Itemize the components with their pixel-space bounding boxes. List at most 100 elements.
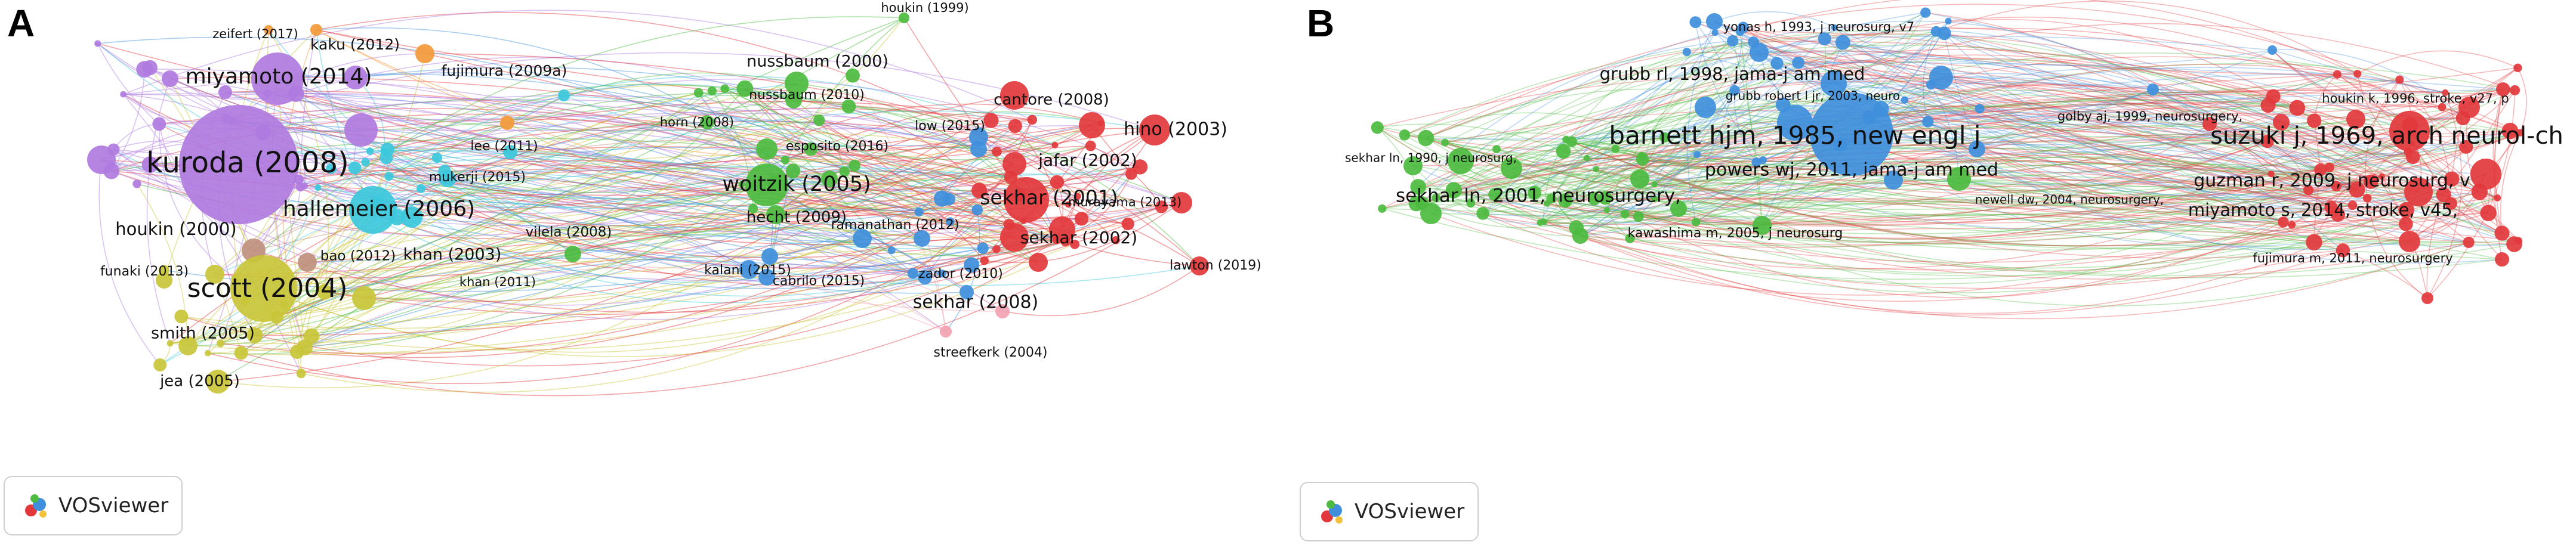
node-purple[interactable] (152, 117, 166, 131)
node-label-khan-2003[interactable]: khan (2003) (403, 246, 502, 264)
node-red[interactable] (2438, 103, 2447, 112)
node-blue[interactable] (971, 204, 983, 216)
node-label-powers-wj-2011-jama-j-am-med[interactable]: powers wj, 2011, jama-j am med (1705, 160, 1998, 181)
node-label-kaku-2012[interactable]: kaku (2012) (310, 36, 400, 53)
node-label-lawton-2019[interactable]: lawton (2019) (1170, 258, 1261, 273)
node-yellow[interactable] (206, 370, 230, 394)
node-green[interactable] (1408, 195, 1425, 212)
node-red[interactable] (1070, 239, 1079, 249)
node-green[interactable] (841, 99, 856, 114)
node-red[interactable] (2363, 174, 2378, 189)
node-yellow[interactable] (174, 309, 189, 324)
node-red[interactable] (2324, 162, 2334, 172)
node-cyan[interactable] (380, 143, 395, 157)
node-cyan[interactable] (558, 89, 570, 101)
node-cyan[interactable] (431, 152, 442, 163)
node-blue[interactable] (1682, 48, 1691, 57)
node-red[interactable] (2288, 221, 2296, 229)
node-green[interactable] (700, 115, 714, 129)
node-red[interactable] (2260, 135, 2274, 148)
node-green[interactable] (736, 80, 754, 97)
node-green[interactable] (766, 205, 785, 224)
node-blue[interactable] (1945, 17, 1952, 24)
node-red[interactable] (1112, 236, 1120, 244)
node-green[interactable] (1630, 169, 1649, 188)
node-purple[interactable] (218, 85, 233, 100)
node-red[interactable] (1027, 114, 1038, 125)
node-yellow[interactable] (234, 346, 248, 360)
node-blue[interactable] (853, 229, 872, 248)
node-blue[interactable] (1831, 24, 1838, 31)
cocitation-network-b[interactable]: yonas h, 1993, j neurosurg, v7 grubb rl, … (1288, 0, 2576, 545)
node-green[interactable] (846, 68, 860, 83)
node-label-funaki-2013[interactable]: funaki (2013) (100, 264, 189, 279)
node-green[interactable] (1670, 200, 1687, 217)
node-yellow[interactable] (153, 358, 167, 371)
node-blue[interactable] (907, 268, 919, 279)
node-red[interactable] (971, 182, 988, 199)
node-yellow[interactable] (316, 284, 332, 300)
node-label-kuroda-2008[interactable]: kuroda (2008) (146, 146, 349, 179)
node-green[interactable] (1651, 181, 1658, 188)
node-red[interactable] (2480, 205, 2497, 221)
node-red[interactable] (1050, 175, 1065, 190)
node-label-ramanathan-2012[interactable]: ramanathan (2012) (831, 218, 959, 233)
node-green[interactable] (564, 246, 581, 262)
node-green[interactable] (1488, 188, 1501, 202)
node-red[interactable] (2389, 111, 2430, 151)
node-cyan[interactable] (503, 145, 517, 159)
node-red[interactable] (2406, 150, 2420, 165)
node-blue[interactable] (1835, 35, 1850, 50)
node-red[interactable] (2459, 140, 2473, 154)
node-red[interactable] (2362, 194, 2372, 203)
node-blue[interactable] (1929, 66, 1953, 89)
node-green[interactable] (1501, 157, 1522, 179)
node-orange[interactable] (500, 116, 514, 130)
node-cyan[interactable] (326, 163, 337, 174)
node-label-kawashima-m-2005-j-neurosurg[interactable]: kawashima m, 2005, j neurosurg (1628, 226, 1843, 241)
node-red[interactable] (1074, 212, 1089, 226)
node-red[interactable] (2278, 216, 2289, 228)
node-yellow[interactable] (166, 340, 174, 347)
node-green[interactable] (1584, 154, 1590, 162)
node-blue[interactable] (1729, 85, 1740, 96)
node-label-fujimura-2009a[interactable]: fujimura (2009a) (442, 62, 567, 79)
node-red[interactable] (1049, 216, 1075, 243)
node-green[interactable] (1651, 196, 1658, 203)
node-red[interactable] (2501, 122, 2519, 140)
node-blue[interactable] (1810, 92, 1893, 176)
node-red[interactable] (2399, 216, 2413, 231)
node-green[interactable] (785, 163, 801, 178)
node-purple[interactable] (136, 61, 153, 78)
node-blue[interactable] (1920, 7, 1931, 18)
node-red[interactable] (2470, 159, 2501, 190)
node-label-sekhar-ln-1990-j-neurosurg[interactable]: sekhar ln, 1990, j neurosurg, (1345, 151, 1517, 165)
node-label-cabrilo-2015[interactable]: cabrilo (2015) (773, 274, 865, 289)
node-purple[interactable] (251, 52, 304, 105)
node-red[interactable] (1121, 217, 1134, 231)
node-green[interactable] (1448, 148, 1474, 174)
node-green[interactable] (1403, 156, 1423, 175)
node-blue[interactable] (1751, 157, 1761, 168)
node-green[interactable] (1432, 193, 1440, 202)
node-blue[interactable] (887, 246, 896, 255)
node-label-zeifert-2017[interactable]: zeifert (2017) (212, 27, 298, 41)
node-purple[interactable] (120, 91, 127, 98)
node-red[interactable] (2331, 181, 2342, 192)
node-red[interactable] (992, 146, 1002, 157)
node-red[interactable] (2347, 200, 2358, 210)
node-label-scott-2004[interactable]: scott (2004) (187, 273, 348, 304)
node-label-mukerji-2015[interactable]: mukerji (2015) (429, 170, 526, 185)
node-orange[interactable] (415, 44, 434, 63)
node-orange[interactable] (264, 25, 273, 35)
node-red[interactable] (1008, 119, 1022, 134)
node-red[interactable] (1029, 253, 1048, 272)
node-label-houkin-2000[interactable]: houkin (2000) (115, 219, 236, 239)
node-green[interactable] (1476, 207, 1489, 220)
node-red[interactable] (2506, 236, 2522, 252)
node-red[interactable] (2398, 202, 2415, 218)
node-label-newell-dw-2004-neurosurgery[interactable]: newell dw, 2004, neurosurgery, (1975, 193, 2164, 207)
node-blue[interactable] (758, 269, 775, 286)
node-label-sekhar-2002[interactable]: sekhar (2002) (1020, 228, 1137, 247)
node-green[interactable] (1636, 153, 1649, 166)
